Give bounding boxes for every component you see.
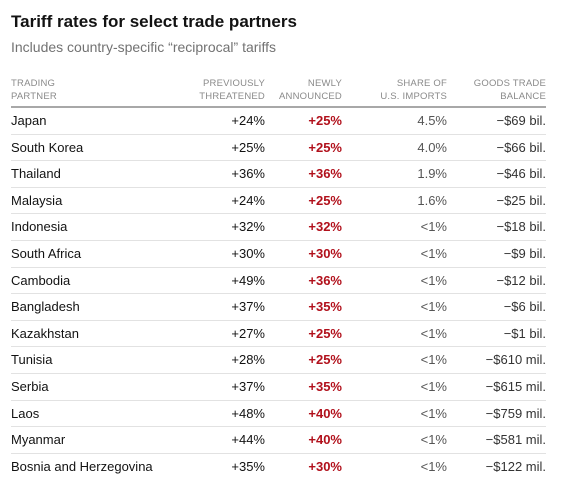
- cell-newly-announced: +25%: [308, 139, 342, 155]
- cell-trading-partner: Bangladesh: [11, 299, 80, 315]
- cell-share-of-imports: <1%: [420, 352, 447, 368]
- cell-goods-trade-balance: −$66 bil.: [496, 139, 546, 155]
- cell-share-of-imports: <1%: [420, 299, 447, 315]
- cell-share-of-imports: 4.5%: [417, 113, 447, 128]
- table-row: South Africa +30% +30% <1% −$9 bil.: [11, 241, 546, 268]
- table-header: Trading partner Previously threatened Ne…: [11, 77, 546, 105]
- cell-newly-announced: +35%: [308, 299, 342, 315]
- cell-newly-announced: +40%: [308, 432, 342, 448]
- cell-newly-announced: +40%: [308, 405, 342, 421]
- cell-previously-threatened: +49%: [231, 272, 265, 288]
- cell-previously-threatened: +44%: [231, 432, 265, 448]
- cell-newly-announced: +36%: [308, 272, 342, 288]
- table-row: Indonesia +32% +32% <1% −$18 bil.: [11, 214, 546, 241]
- cell-goods-trade-balance: −$46 bil.: [496, 166, 546, 182]
- page-title: Tariff rates for select trade partners: [11, 12, 297, 31]
- table-row: Bosnia and Herzegovina +35% +30% <1% −$122 m…: [11, 454, 546, 481]
- cell-share-of-imports: 4.0%: [417, 139, 447, 155]
- cell-newly-announced: +25%: [308, 352, 342, 368]
- cell-previously-threatened: +32%: [231, 219, 265, 235]
- cell-goods-trade-balance: −$12 bil.: [496, 272, 546, 288]
- table-row: Laos +48% +40% <1% −$759 mil.: [11, 401, 546, 428]
- cell-previously-threatened: +36%: [231, 166, 265, 182]
- cell-previously-threatened: +48%: [231, 405, 265, 421]
- cell-trading-partner: Kazakhstan: [11, 325, 79, 341]
- table-row: Bangladesh +37% +35% <1% −$6 bil.: [11, 294, 546, 321]
- column-header-share-of-imports: Share of U.S. imports: [380, 78, 447, 102]
- column-header-previously-threatened: Previously threatened: [199, 78, 265, 102]
- cell-share-of-imports: <1%: [420, 432, 447, 448]
- cell-previously-threatened: +28%: [231, 352, 265, 368]
- table-row: Thailand +36% +36% 1.9% −$46 bil.: [11, 161, 546, 188]
- cell-goods-trade-balance: −$69 bil.: [496, 113, 546, 128]
- cell-previously-threatened: +37%: [231, 299, 265, 315]
- cell-newly-announced: +25%: [308, 325, 342, 341]
- cell-previously-threatened: +24%: [231, 113, 265, 128]
- cell-goods-trade-balance: −$18 bil.: [496, 219, 546, 235]
- cell-goods-trade-balance: −$759 mil.: [485, 405, 546, 421]
- cell-previously-threatened: +37%: [231, 378, 265, 394]
- cell-previously-threatened: +27%: [231, 325, 265, 341]
- cell-share-of-imports: <1%: [420, 378, 447, 394]
- cell-newly-announced: +32%: [308, 219, 342, 235]
- cell-trading-partner: Thailand: [11, 166, 61, 182]
- cell-newly-announced: +35%: [308, 378, 342, 394]
- cell-trading-partner: Bosnia and Herzegovina: [11, 458, 153, 474]
- cell-trading-partner: Tunisia: [11, 352, 53, 368]
- cell-newly-announced: +30%: [308, 458, 342, 474]
- cell-trading-partner: Malaysia: [11, 192, 63, 208]
- cell-share-of-imports: <1%: [420, 458, 447, 474]
- cell-previously-threatened: +25%: [231, 139, 265, 155]
- table-row: Japan +24% +25% 4.5% −$69 bil.: [11, 108, 546, 135]
- cell-trading-partner: Laos: [11, 405, 40, 421]
- cell-goods-trade-balance: −$9 bil.: [503, 245, 546, 261]
- page-subtitle: Includes country-specific “reciprocal” t…: [11, 39, 277, 55]
- cell-newly-announced: +25%: [308, 192, 342, 208]
- cell-newly-announced: +36%: [308, 166, 342, 182]
- cell-trading-partner: South Korea: [11, 139, 84, 155]
- cell-trading-partner: Japan: [11, 113, 47, 128]
- cell-share-of-imports: <1%: [420, 405, 447, 421]
- cell-share-of-imports: <1%: [420, 325, 447, 341]
- cell-previously-threatened: +35%: [231, 458, 265, 474]
- column-header-trading-partner: Trading partner: [11, 78, 57, 102]
- table-row: Tunisia +28% +25% <1% −$610 mil.: [11, 347, 546, 374]
- table-row: Serbia +37% +35% <1% −$615 mil.: [11, 374, 546, 401]
- cell-goods-trade-balance: −$6 bil.: [503, 299, 546, 315]
- cell-trading-partner: Serbia: [11, 378, 49, 394]
- cell-share-of-imports: <1%: [420, 272, 447, 288]
- cell-share-of-imports: <1%: [420, 245, 447, 261]
- cell-newly-announced: +30%: [308, 245, 342, 261]
- column-header-goods-trade-balance: Goods trade balance: [473, 78, 546, 102]
- cell-goods-trade-balance: −$610 mil.: [485, 352, 546, 368]
- table-row: Malaysia +24% +25% 1.6% −$25 bil.: [11, 188, 546, 215]
- cell-goods-trade-balance: −$615 mil.: [485, 378, 546, 394]
- table-row: Myanmar +44% +40% <1% −$581 mil.: [11, 427, 546, 454]
- cell-goods-trade-balance: −$581 mil.: [485, 432, 546, 448]
- table-row: South Korea +25% +25% 4.0% −$66 bil.: [11, 135, 546, 162]
- cell-trading-partner: South Africa: [11, 245, 82, 261]
- cell-share-of-imports: <1%: [420, 219, 447, 235]
- cell-share-of-imports: 1.6%: [417, 192, 447, 208]
- cell-newly-announced: +25%: [308, 113, 342, 128]
- header-divider: [11, 106, 546, 108]
- cell-goods-trade-balance: −$122 mil.: [485, 458, 546, 474]
- table-row: Cambodia +49% +36% <1% −$12 bil.: [11, 268, 546, 295]
- cell-previously-threatened: +30%: [231, 245, 265, 261]
- table-body: Japan +24% +25% 4.5% −$69 bil. South Korea +25…: [11, 108, 546, 480]
- cell-trading-partner: Myanmar: [11, 432, 66, 448]
- table-row: Kazakhstan +27% +25% <1% −$1 bil.: [11, 321, 546, 348]
- cell-goods-trade-balance: −$1 bil.: [503, 325, 546, 341]
- cell-share-of-imports: 1.9%: [417, 166, 447, 182]
- cell-trading-partner: Cambodia: [11, 272, 71, 288]
- column-header-newly-announced: Newly announced: [278, 78, 342, 102]
- cell-trading-partner: Indonesia: [11, 219, 68, 235]
- cell-previously-threatened: +24%: [231, 192, 265, 208]
- cell-goods-trade-balance: −$25 bil.: [496, 192, 546, 208]
